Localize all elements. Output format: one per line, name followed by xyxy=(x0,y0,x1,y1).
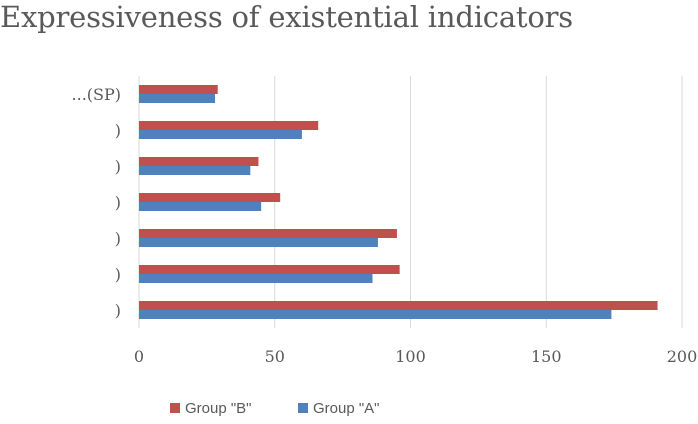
bar-group-a-cat-4 xyxy=(139,166,251,175)
x-tick-labels: 0 50 100 150 200 xyxy=(134,347,697,366)
bar-group-b-cat-2 xyxy=(139,229,397,238)
category-label: ) xyxy=(115,193,121,212)
category-label: ...(SP) xyxy=(72,85,121,104)
legend-label-group-a: Group "A" xyxy=(313,400,380,417)
x-tick-label: 0 xyxy=(134,347,144,366)
category-label: ) xyxy=(115,265,121,284)
legend-swatch-group-a xyxy=(298,403,308,413)
bars xyxy=(139,85,658,319)
category-labels: )))))) ...(SP) xyxy=(72,85,121,320)
bar-group-a-cat-5 xyxy=(139,130,302,139)
bar-group-a-cat-2 xyxy=(139,238,378,247)
x-tick-label: 200 xyxy=(667,347,698,366)
legend-label-group-b: Group "B" xyxy=(185,400,252,417)
bar-group-a-cat-3 xyxy=(139,202,262,211)
x-tick-label: 150 xyxy=(531,347,562,366)
bar-group-b-cat-6 xyxy=(139,85,218,94)
x-tick-label: 50 xyxy=(265,347,285,366)
chart-title: Expressiveness of existential indicators xyxy=(0,0,573,34)
bar-group-a-cat-0 xyxy=(139,310,612,319)
x-tick-label: 100 xyxy=(395,347,426,366)
bar-group-b-cat-5 xyxy=(139,121,319,130)
bar-group-a-cat-6 xyxy=(139,94,216,103)
category-label: ) xyxy=(115,157,121,176)
bar-group-a-cat-1 xyxy=(139,274,373,283)
legend: Group "B" Group "A" xyxy=(170,400,380,417)
legend-swatch-group-b xyxy=(170,403,180,413)
bar-group-b-cat-0 xyxy=(139,301,658,310)
bar-group-b-cat-1 xyxy=(139,265,400,274)
bar-group-b-cat-4 xyxy=(139,157,259,166)
category-label: ) xyxy=(115,229,121,248)
category-label: ) xyxy=(115,121,121,140)
bar-group-b-cat-3 xyxy=(139,193,281,202)
category-label: ) xyxy=(115,301,121,320)
